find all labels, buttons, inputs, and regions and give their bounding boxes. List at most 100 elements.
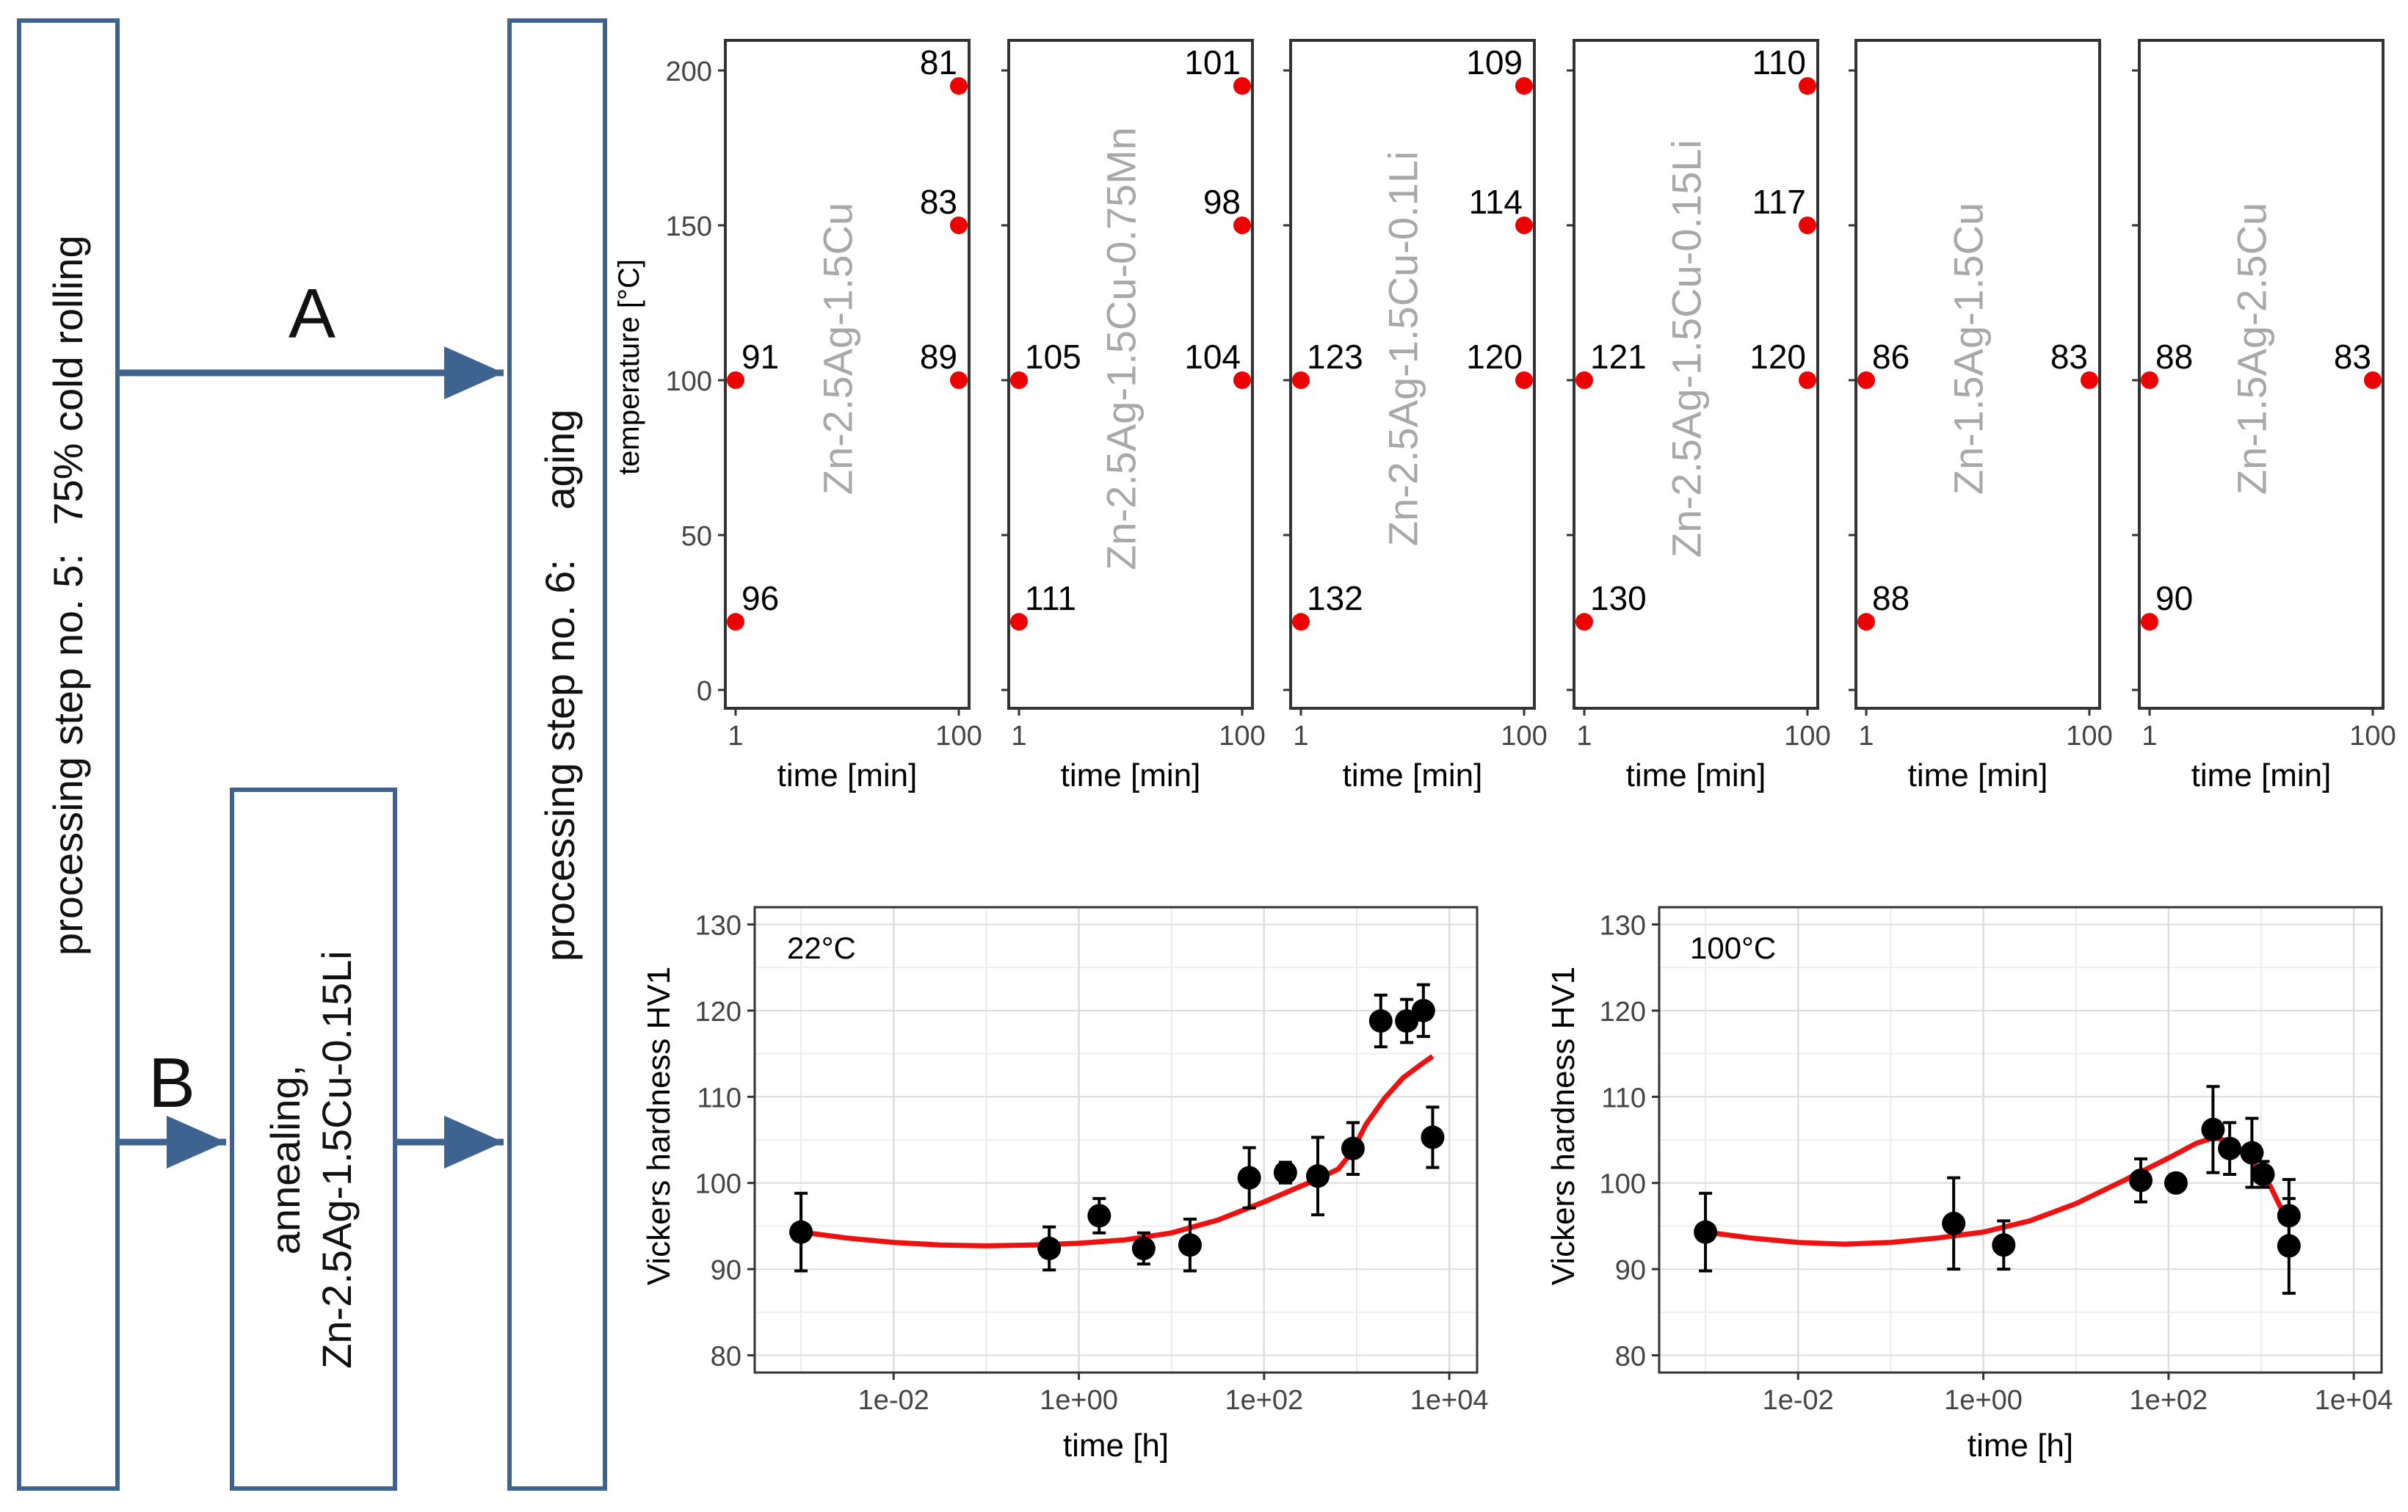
alloy-name-label: Zn-2.5Ag-1.5Cu-0.15Li [1664, 139, 1710, 558]
data-point [1694, 1191, 1718, 1273]
hardness-value-label: 96 [741, 579, 779, 617]
condition-point [2364, 371, 2382, 389]
temp-panel-frame [1289, 39, 1536, 710]
step5-box [17, 18, 120, 1491]
data-point [789, 1191, 813, 1273]
hardness-point [1942, 1211, 1966, 1235]
step6-label: processing step no. 6: [537, 559, 583, 962]
hardness-point [1992, 1233, 2016, 1257]
condition-point [1233, 371, 1251, 389]
data-point [2201, 1085, 2225, 1174]
hardness-value-label: 130 [1590, 579, 1647, 617]
alloy-name-label: Zn-2.5Ag-1.5Cu-0.75Mn [1098, 127, 1145, 570]
hardness-value-label: 101 [1184, 43, 1241, 81]
hardness-point [2201, 1117, 2225, 1141]
x-tick-label: 100 [1501, 721, 1547, 752]
hardness-value-label: 83 [2334, 338, 2371, 376]
alloy-name-label: Zn-1.5Ag-1.5Cu [1945, 203, 1992, 495]
condition-point [950, 371, 968, 389]
temp-panel-frame [1854, 39, 2101, 710]
hardness-plot-100C: 80 90 100 110 120 130 1e-02 1e+00 1e+02 1e+04 Vick… [1545, 906, 2393, 1464]
condition-point [727, 613, 744, 631]
condition-point [1292, 613, 1310, 631]
data-point [1131, 1231, 1156, 1266]
y-tick-label: 80 [1615, 1342, 1646, 1373]
condition-point [1010, 613, 1028, 631]
hardness-point [1237, 1166, 1261, 1190]
x-tick-label: 1 [1858, 721, 1874, 752]
condition-point [1857, 371, 1875, 389]
hardness-value-label: 89 [920, 338, 957, 376]
hardness-22c-annotation: 22°C [787, 931, 856, 965]
data-point [1273, 1160, 1297, 1185]
hardness-value-label: 109 [1466, 43, 1523, 81]
data-point [1306, 1135, 1330, 1217]
y-tick-label: 120 [1600, 997, 1646, 1028]
y-tick-label: 200 [666, 57, 712, 87]
x-tick-label: 1 [1576, 721, 1592, 752]
route-a-label: A [289, 275, 336, 353]
route-b-label: B [148, 1044, 195, 1122]
hardness-value-label: 120 [1749, 338, 1806, 376]
hardness-point [2240, 1141, 2264, 1165]
x-tick-label: 1 [1011, 721, 1026, 752]
x-tick-label: 100 [935, 721, 982, 752]
top-y-axis-label: temperature [°C] [613, 259, 645, 475]
condition-point [2141, 613, 2158, 631]
step6-box [507, 18, 607, 1491]
hardness-value-label: 83 [920, 183, 957, 221]
temp-panel-1: 0 50 100 150 200 1 100 time [min] Zn-2.5Ag-1.5Cu… [666, 39, 982, 793]
hardness-plot-22C: 80 90 100 110 120 130 1e-02 1e+00 1e+02 1e+04 Vick… [641, 906, 1489, 1464]
hardness-point [1421, 1125, 1445, 1149]
data-point [1178, 1218, 1202, 1273]
x-tick-label: 1e+00 [1040, 1385, 1118, 1416]
hardness-point [2164, 1171, 2188, 1195]
temp-panel-6: 1 100 time [min] Zn-1.5Ag-2.5Cu 90 88 83 [2132, 39, 2396, 793]
hardness-value-label: 83 [2050, 338, 2088, 376]
hardness-point [2277, 1234, 2301, 1258]
condition-point [1233, 77, 1251, 95]
hardness-value-label: 121 [1590, 338, 1647, 376]
condition-point [1799, 371, 1816, 389]
temp-panel-4: 1 100 time [min] Zn-2.5Ag-1.5Cu-0.15Li 130 12… [1567, 39, 1831, 793]
x-axis-label: time [min] [777, 757, 918, 793]
hardness-22c-y-label: Vickers hardness HV1 [641, 967, 677, 1286]
temp-panel-3: 1 100 time [min] Zn-2.5Ag-1.5Cu-0.1Li 132 123… [1283, 39, 1548, 793]
temp-panel-frame [2138, 39, 2385, 710]
hardness-value-label: 132 [1307, 579, 1363, 617]
data-point [1341, 1121, 1365, 1176]
hardness-value-label: 86 [1872, 338, 1910, 376]
y-tick-label: 0 [697, 676, 712, 707]
condition-point [1857, 613, 1875, 631]
condition-point [1515, 217, 1533, 234]
condition-point [950, 77, 968, 95]
x-tick-label: 1e+02 [2129, 1385, 2208, 1416]
hardness-value-label: 123 [1307, 338, 1363, 376]
y-tick-label: 110 [1601, 1083, 1646, 1113]
y-tick-label: 100 [1600, 1169, 1646, 1200]
y-tick-label: 50 [681, 521, 712, 552]
hardness-point [1306, 1164, 1330, 1188]
hardness-value-label: 111 [1025, 579, 1076, 617]
hardness-value-label: 104 [1184, 338, 1241, 376]
hardness-22c-x-label: time [h] [1063, 1428, 1169, 1464]
hardness-value-label: 114 [1469, 183, 1523, 221]
condition-point [1575, 613, 1593, 631]
data-point [1421, 1105, 1445, 1169]
hardness-value-label: 88 [1872, 579, 1910, 617]
data-point [1087, 1196, 1111, 1235]
x-tick-label: 1e+00 [1944, 1385, 2023, 1416]
data-point [2277, 1196, 2301, 1295]
hardness-value-label: 105 [1025, 338, 1081, 376]
y-tick-label: 90 [711, 1255, 741, 1286]
x-tick-label: 100 [1784, 721, 1830, 752]
plot-frame [1658, 906, 2383, 1374]
condition-point [950, 217, 968, 234]
x-tick-label: 1e+04 [1410, 1385, 1489, 1416]
temp-panel-5: 1 100 time [min] Zn-1.5Ag-1.5Cu 88 86 83 [1849, 39, 2113, 793]
data-point [2129, 1157, 2153, 1204]
alloy-name-label: Zn-2.5Ag-1.5Cu [815, 203, 861, 495]
x-tick-label: 1e+04 [2315, 1385, 2393, 1416]
data-point [2251, 1160, 2275, 1189]
